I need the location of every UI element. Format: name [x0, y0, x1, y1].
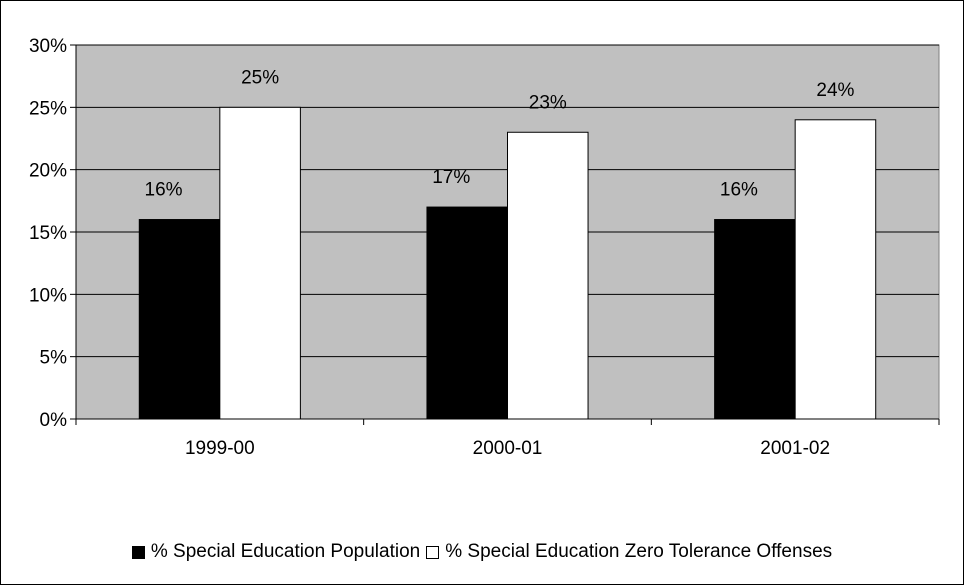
- data-label: 17%: [432, 167, 470, 188]
- data-label: 16%: [720, 180, 758, 201]
- data-label: 16%: [145, 180, 183, 201]
- y-tick-label: 25%: [29, 98, 67, 119]
- y-tick-label: 30%: [29, 36, 67, 57]
- y-tick-label: 15%: [29, 223, 67, 244]
- legend: % Special Education Population % Special…: [1, 541, 963, 563]
- bar-zero-tolerance: [507, 131, 589, 420]
- bar-zero-tolerance: [794, 119, 877, 420]
- data-label: 23%: [529, 92, 567, 113]
- legend-swatch-population: [131, 545, 145, 559]
- bar-population: [138, 219, 221, 420]
- x-tick-label: 1999-00: [185, 438, 255, 459]
- y-tick-label: 20%: [29, 161, 67, 182]
- legend-item-zero-tolerance: % Special Education Zero Tolerance Offen…: [426, 541, 832, 563]
- bar-population: [714, 219, 796, 420]
- legend-swatch-zero-tolerance: [426, 545, 440, 559]
- y-tick-label: 5%: [40, 348, 68, 369]
- data-label: 24%: [816, 80, 854, 101]
- data-label: 25%: [241, 67, 279, 88]
- y-tick-label: 10%: [29, 285, 67, 306]
- legend-label-population: % Special Education Population: [150, 541, 421, 562]
- bar-population: [426, 206, 509, 420]
- legend-label-zero-tolerance: % Special Education Zero Tolerance Offen…: [445, 541, 833, 562]
- x-tick-label: 2000-01: [473, 438, 543, 459]
- bar-zero-tolerance: [219, 106, 301, 420]
- x-tick-label: 2001-02: [760, 438, 830, 459]
- legend-item-population: % Special Education Population: [131, 541, 421, 563]
- y-tick-label: 0%: [40, 410, 68, 431]
